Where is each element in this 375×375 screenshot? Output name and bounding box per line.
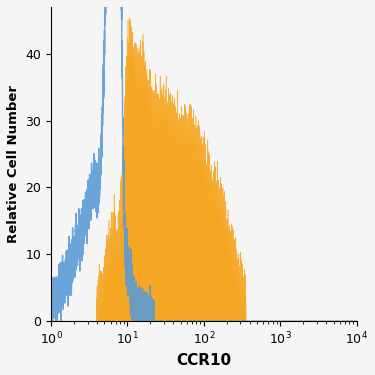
Y-axis label: Relative Cell Number: Relative Cell Number (7, 85, 20, 243)
X-axis label: CCR10: CCR10 (176, 353, 231, 368)
